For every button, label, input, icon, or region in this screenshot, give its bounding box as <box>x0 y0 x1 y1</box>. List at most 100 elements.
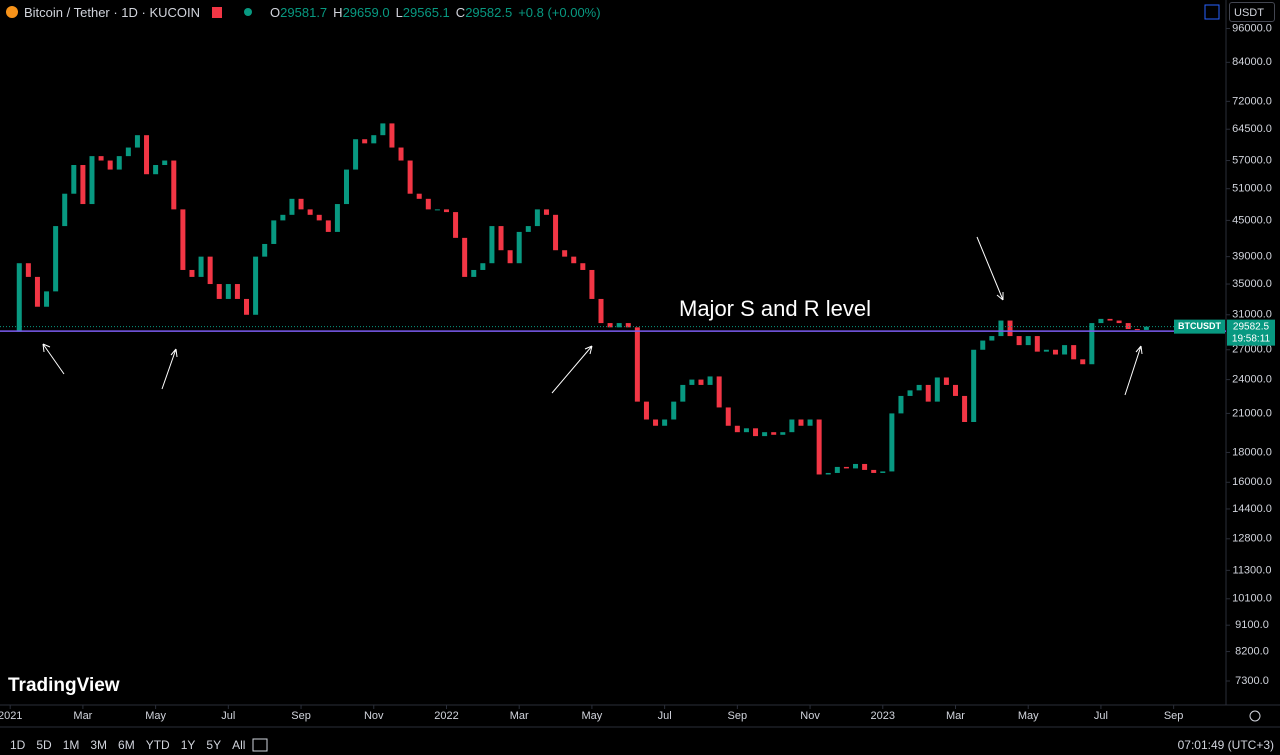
candle <box>725 407 731 426</box>
ohlc-value: 29659.0 <box>342 4 390 20</box>
logo[interactable]: TradingView <box>8 675 120 696</box>
currency-select[interactable]: USDT <box>1229 2 1275 22</box>
range-button[interactable]: 5Y <box>206 738 222 752</box>
candle <box>698 379 704 385</box>
x-tick-label: 2021 <box>0 710 22 722</box>
candle <box>598 298 604 324</box>
countdown: 19:58:11 <box>1232 333 1271 344</box>
y-tick-label: 10100.0 <box>1232 593 1272 605</box>
range-button[interactable]: 1M <box>62 738 80 752</box>
candle <box>289 198 295 215</box>
candle <box>325 220 331 232</box>
candle <box>1043 349 1049 352</box>
candle <box>153 165 159 175</box>
x-tick-label: Mar <box>73 710 92 722</box>
candle <box>853 463 859 469</box>
candle <box>225 284 231 299</box>
candle <box>534 209 540 227</box>
candle <box>125 147 131 157</box>
y-tick-label: 24000.0 <box>1232 373 1272 385</box>
y-tick-label: 57000.0 <box>1232 154 1272 166</box>
candle <box>498 226 504 251</box>
range-button[interactable]: 3M <box>90 738 108 752</box>
candle <box>343 169 349 205</box>
candle <box>971 349 977 422</box>
candle <box>271 220 277 244</box>
y-tick-label: 12800.0 <box>1232 533 1272 545</box>
annotation: Major S and R level <box>679 296 871 321</box>
y-tick-label: 51000.0 <box>1232 183 1272 195</box>
candle <box>207 256 213 285</box>
ohlc-value: 29581.7 <box>280 4 328 20</box>
candle <box>244 298 250 315</box>
candle <box>680 384 686 402</box>
candle <box>589 269 595 299</box>
layout-icon[interactable] <box>1204 4 1220 20</box>
candle <box>1007 320 1013 337</box>
candle <box>1134 329 1140 331</box>
candle <box>780 432 786 435</box>
symbol-tag: BTCUSDT <box>1178 321 1221 331</box>
candle <box>353 139 359 170</box>
candle <box>198 256 204 277</box>
range-button[interactable]: 1Y <box>180 738 196 752</box>
candle <box>389 123 395 148</box>
candle <box>380 123 386 136</box>
candle <box>443 209 449 213</box>
change: +0.8 (+0.00%) <box>518 4 601 20</box>
candle <box>1125 323 1131 330</box>
candle <box>316 214 322 221</box>
candle <box>980 340 986 350</box>
range-button[interactable]: YTD <box>145 738 170 752</box>
x-tick-label: Mar <box>510 710 529 722</box>
candle <box>671 401 677 420</box>
x-tick-label: Nov <box>364 710 384 722</box>
range-button[interactable]: 1D <box>10 738 26 752</box>
range-button[interactable]: 6M <box>118 738 135 752</box>
symbol-tag-box <box>1174 319 1225 334</box>
candle <box>662 419 668 426</box>
ohlc-label: L <box>395 4 403 20</box>
x-tick-label: Nov <box>800 710 820 722</box>
x-tick-label: May <box>582 710 603 722</box>
candle <box>653 419 659 426</box>
y-tick-label: 31000.0 <box>1232 309 1272 321</box>
x-tick-label: Mar <box>946 710 965 722</box>
candle <box>216 284 222 299</box>
candle <box>1116 320 1122 324</box>
candle <box>371 135 377 144</box>
candle <box>1062 345 1068 355</box>
candle <box>716 376 722 408</box>
y-tick-label: 11300.0 <box>1233 564 1272 576</box>
y-tick-label: 14400.0 <box>1232 503 1272 515</box>
candle <box>425 198 431 210</box>
x-tick-label: Sep <box>1164 710 1184 722</box>
date-range-icon[interactable] <box>252 738 268 752</box>
symbol[interactable]: Bitcoin / Tether · 1D · KUCOIN <box>24 4 201 20</box>
candle <box>434 209 440 211</box>
arrow <box>976 236 1004 301</box>
candle <box>789 419 795 433</box>
candle <box>871 469 877 473</box>
y-tick-label: 7300.0 <box>1235 675 1269 687</box>
ohlc-label: C <box>455 4 466 20</box>
candle <box>807 419 813 426</box>
candle <box>262 243 268 257</box>
x-tick-label: Sep <box>291 710 311 722</box>
range-button[interactable]: All <box>232 738 246 752</box>
ohlc-label: H <box>333 4 343 20</box>
flag-icon[interactable] <box>212 6 223 18</box>
symbol-header: Bitcoin / Tether · 1D · KUCOIN O 29581.7 H… <box>6 3 601 21</box>
candle <box>489 226 495 264</box>
candle <box>1080 359 1086 365</box>
settings-icon[interactable] <box>1249 710 1261 722</box>
y-tick-label: 39000.0 <box>1232 251 1272 263</box>
y-tick-label: 35000.0 <box>1232 278 1272 290</box>
candle <box>234 284 240 299</box>
candle <box>253 256 259 315</box>
candle <box>825 472 831 475</box>
candle <box>116 156 122 170</box>
y-tick-label: 27000.0 <box>1232 344 1272 356</box>
range-button[interactable]: 5D <box>36 738 52 752</box>
